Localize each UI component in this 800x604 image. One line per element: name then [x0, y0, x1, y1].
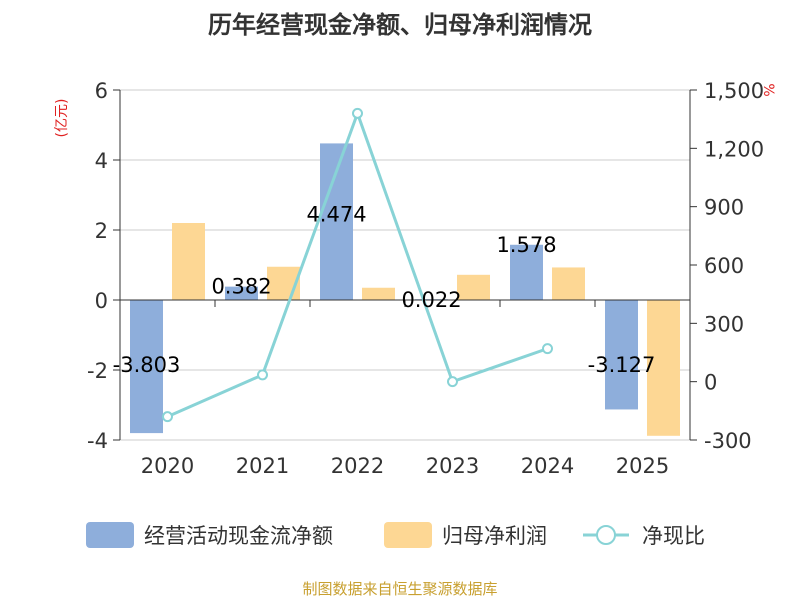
- legend-label-ratio: 净现比: [642, 524, 705, 548]
- bar-netprofit: [457, 274, 490, 300]
- right-tick-label: 300: [704, 312, 744, 336]
- bar-netprofit: [172, 223, 205, 300]
- bar-value-label: 4.474: [306, 202, 366, 226]
- left-axis: -4 -2 0 2 4 6: [87, 79, 121, 453]
- bar-value-label: 0.382: [211, 275, 271, 299]
- right-axis-unit: %: [760, 83, 776, 96]
- bar-value-label: 0.022: [401, 288, 461, 312]
- bar-labels: -3.803 0.382 4.474 0.022 1.578 -3.127: [113, 202, 656, 377]
- x-tick-label: 2020: [141, 454, 194, 478]
- x-tick-label: 2022: [331, 454, 384, 478]
- bar-value-label: -3.803: [113, 353, 181, 377]
- x-tick-label: 2024: [521, 454, 574, 478]
- bars: [130, 143, 680, 436]
- x-tick-label: 2021: [236, 454, 289, 478]
- legend-swatch-ratio-dot: [596, 525, 616, 545]
- right-tick-label: 1,200: [704, 137, 764, 161]
- legend-swatch-netprofit: [384, 522, 432, 548]
- bar-cashflow: [225, 286, 258, 300]
- source-note: 制图数据来自恒生聚源数据库: [302, 580, 497, 598]
- left-tick-label: 6: [95, 79, 108, 103]
- ratio-line-path: [166, 108, 548, 419]
- legend-label-netprofit: 归母净利润: [442, 524, 547, 548]
- bar-netprofit: [647, 300, 680, 436]
- bar-value-label: -3.127: [588, 353, 656, 377]
- bar-cashflow: [510, 244, 543, 300]
- ratio-point: [542, 343, 553, 355]
- right-axis: -300 0 300 600 900 1,200 1,500: [689, 79, 764, 453]
- ratio-point: [352, 107, 363, 119]
- legend: 经营活动现金流净额 归母净利润 净现比: [86, 522, 705, 548]
- x-tick-label: 2023: [426, 454, 479, 478]
- chart-title: 历年经营现金净额、归母净利润情况: [208, 11, 592, 39]
- ratio-point: [257, 369, 268, 381]
- legend-item-ratio[interactable]: 净现比: [583, 524, 705, 548]
- right-tick-label: 0: [704, 371, 717, 395]
- legend-item-cashflow[interactable]: 经营活动现金流净额: [86, 522, 333, 548]
- left-tick-label: -4: [87, 429, 108, 453]
- x-tick-label: 2025: [616, 454, 669, 478]
- x-axis-labels: 2020 2021 2022 2023 2024 2025: [141, 454, 669, 478]
- right-tick-label: -300: [704, 429, 752, 453]
- bar-netprofit: [362, 287, 395, 300]
- ratio-line: [162, 107, 553, 423]
- legend-label-cashflow: 经营活动现金流净额: [144, 524, 333, 548]
- left-tick-label: -2: [87, 359, 108, 383]
- left-tick-label: 2: [95, 219, 108, 243]
- bar-value-label: 1.578: [496, 233, 556, 257]
- gridlines: [120, 89, 690, 441]
- right-tick-label: 900: [704, 196, 744, 220]
- left-tick-label: 0: [95, 289, 108, 313]
- bar-cashflow: [130, 300, 163, 434]
- ratio-point: [447, 376, 458, 388]
- bar-netprofit: [552, 267, 585, 300]
- legend-item-netprofit[interactable]: 归母净利润: [384, 522, 547, 548]
- ratio-point: [162, 411, 173, 423]
- left-tick-label: 4: [95, 149, 108, 173]
- x-axis: [119, 299, 691, 307]
- bar-cashflow: [605, 300, 638, 410]
- right-tick-label: 600: [704, 254, 744, 278]
- left-axis-unit: (亿元): [54, 99, 70, 138]
- right-tick-label: 1,500: [704, 79, 764, 103]
- legend-swatch-cashflow: [86, 522, 134, 548]
